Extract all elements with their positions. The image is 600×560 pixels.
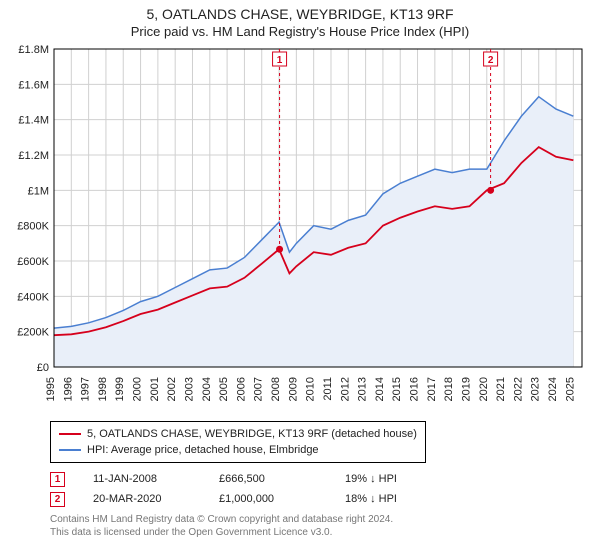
- footer-line: This data is licensed under the Open Gov…: [50, 526, 590, 539]
- svg-text:2000: 2000: [132, 377, 144, 401]
- svg-text:2022: 2022: [512, 377, 524, 401]
- svg-text:2012: 2012: [339, 377, 351, 401]
- page-title: 5, OATLANDS CHASE, WEYBRIDGE, KT13 9RF: [10, 6, 590, 22]
- svg-text:1999: 1999: [114, 377, 126, 401]
- svg-text:1995: 1995: [45, 377, 57, 401]
- footer: Contains HM Land Registry data © Crown c…: [50, 513, 590, 539]
- svg-text:2019: 2019: [460, 377, 472, 401]
- svg-text:£1M: £1M: [28, 185, 49, 197]
- svg-text:£600K: £600K: [17, 256, 49, 268]
- footer-line: Contains HM Land Registry data © Crown c…: [50, 513, 590, 526]
- svg-text:£1.4M: £1.4M: [18, 115, 49, 127]
- svg-text:2: 2: [488, 55, 494, 66]
- svg-text:1996: 1996: [62, 377, 74, 401]
- svg-text:1998: 1998: [97, 377, 109, 401]
- marker-date: 11-JAN-2008: [93, 469, 191, 489]
- marker-badge: 2: [50, 492, 65, 507]
- marker-delta: 18% ↓ HPI: [345, 489, 443, 509]
- legend-swatch: [59, 433, 81, 435]
- svg-text:2001: 2001: [149, 377, 161, 401]
- svg-text:£800K: £800K: [17, 221, 49, 233]
- svg-text:2011: 2011: [322, 377, 334, 401]
- svg-text:1: 1: [277, 55, 283, 66]
- svg-text:2007: 2007: [253, 377, 265, 401]
- page-subtitle: Price paid vs. HM Land Registry's House …: [10, 24, 590, 39]
- legend: 5, OATLANDS CHASE, WEYBRIDGE, KT13 9RF (…: [50, 421, 426, 463]
- svg-text:2015: 2015: [391, 377, 403, 401]
- svg-text:2006: 2006: [235, 377, 247, 401]
- svg-text:2020: 2020: [478, 377, 490, 401]
- table-row: 2 20-MAR-2020 £1,000,000 18% ↓ HPI: [50, 489, 590, 509]
- svg-text:2014: 2014: [374, 377, 386, 401]
- legend-label: 5, OATLANDS CHASE, WEYBRIDGE, KT13 9RF (…: [87, 426, 417, 442]
- svg-text:1997: 1997: [80, 377, 92, 401]
- price-chart: £0 £200K £400K £600K £800K £1M £1.2M £1.4M £1.6M…: [10, 45, 590, 415]
- marker-table: 1 11-JAN-2008 £666,500 19% ↓ HPI 2 20-MA…: [50, 469, 590, 509]
- svg-text:2002: 2002: [166, 377, 178, 401]
- svg-text:£400K: £400K: [17, 291, 49, 303]
- legend-label: HPI: Average price, detached house, Elmb…: [87, 442, 319, 458]
- marker-delta: 19% ↓ HPI: [345, 469, 443, 489]
- svg-text:2010: 2010: [305, 377, 317, 401]
- legend-item: HPI: Average price, detached house, Elmb…: [59, 442, 417, 458]
- marker-badge: 1: [50, 472, 65, 487]
- svg-text:2005: 2005: [218, 377, 230, 401]
- svg-text:2013: 2013: [357, 377, 369, 401]
- svg-text:2018: 2018: [443, 377, 455, 401]
- svg-text:£1.2M: £1.2M: [18, 150, 49, 162]
- legend-item: 5, OATLANDS CHASE, WEYBRIDGE, KT13 9RF (…: [59, 426, 417, 442]
- marker-price: £666,500: [219, 469, 317, 489]
- marker-price: £1,000,000: [219, 489, 317, 509]
- svg-text:2023: 2023: [530, 377, 542, 401]
- table-row: 1 11-JAN-2008 £666,500 19% ↓ HPI: [50, 469, 590, 489]
- marker-date: 20-MAR-2020: [93, 489, 191, 509]
- svg-text:2016: 2016: [409, 377, 421, 401]
- svg-text:2009: 2009: [287, 377, 299, 401]
- svg-text:£1.6M: £1.6M: [18, 79, 49, 91]
- legend-swatch: [59, 449, 81, 451]
- svg-text:2017: 2017: [426, 377, 438, 401]
- svg-text:2025: 2025: [564, 377, 576, 401]
- svg-text:2021: 2021: [495, 377, 507, 401]
- svg-text:£1.8M: £1.8M: [18, 45, 49, 56]
- svg-text:2008: 2008: [270, 377, 282, 401]
- svg-text:2003: 2003: [183, 377, 195, 401]
- svg-text:£0: £0: [37, 362, 49, 374]
- svg-text:2004: 2004: [201, 377, 213, 401]
- svg-text:£200K: £200K: [17, 327, 49, 339]
- svg-text:2024: 2024: [547, 377, 559, 401]
